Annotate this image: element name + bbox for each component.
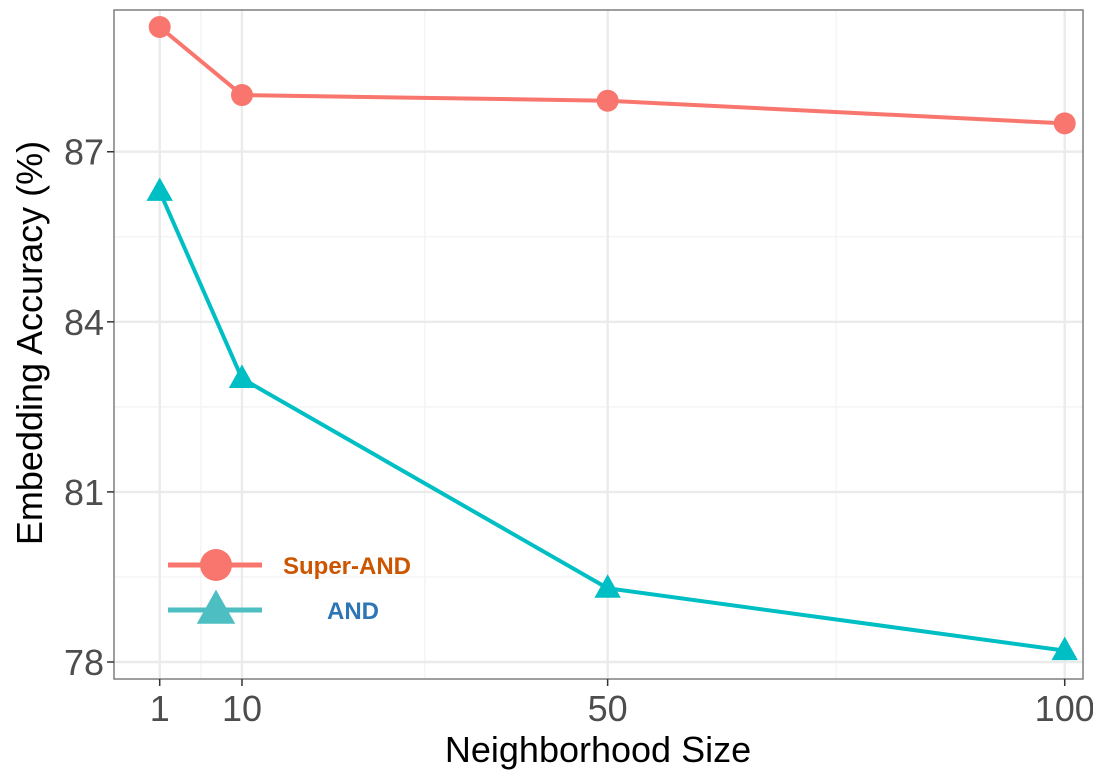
y-tick-label: 81 [64, 472, 104, 513]
series-super-and [148, 16, 1076, 135]
x-tick-label: 100 [1035, 688, 1093, 729]
data-point [596, 89, 619, 112]
series-and [146, 177, 1078, 661]
data-point [230, 84, 253, 107]
y-axis-title: Embedding Accuracy (%) [9, 141, 50, 545]
legend-key-marker [196, 589, 236, 624]
x-tick-label: 50 [588, 688, 628, 729]
y-tick-label: 84 [64, 302, 104, 343]
legend-label: Super-AND [283, 553, 411, 580]
data-point [594, 574, 621, 598]
data-point [146, 177, 173, 201]
axis-ticks [107, 150, 1066, 686]
legend-item: Super-AND [168, 549, 411, 581]
y-tick-label: 87 [64, 132, 104, 173]
grid-minor [114, 10, 1083, 679]
grid-major [114, 10, 1083, 679]
data-point [228, 364, 256, 388]
y-tick-label: 78 [64, 642, 104, 683]
legend-label: AND [327, 598, 379, 625]
x-tick-label: 1 [150, 688, 170, 729]
series-layer [146, 16, 1078, 661]
x-axis-title: Neighborhood Size [445, 729, 751, 770]
legend-item: AND [168, 589, 379, 625]
plot-border [113, 9, 1084, 680]
series-line [158, 25, 1065, 126]
x-tick-labels: 1 10 50 100 [150, 688, 1093, 729]
legend: Super-AND AND [168, 549, 411, 625]
x-tick-label: 10 [222, 688, 262, 729]
data-point [1051, 636, 1078, 661]
series-line [157, 190, 1065, 653]
plot-panel [114, 10, 1083, 679]
y-tick-labels: 78 81 84 87 [64, 132, 104, 683]
legend-key-marker [200, 549, 232, 581]
data-point [148, 16, 171, 39]
data-point [1053, 112, 1076, 135]
